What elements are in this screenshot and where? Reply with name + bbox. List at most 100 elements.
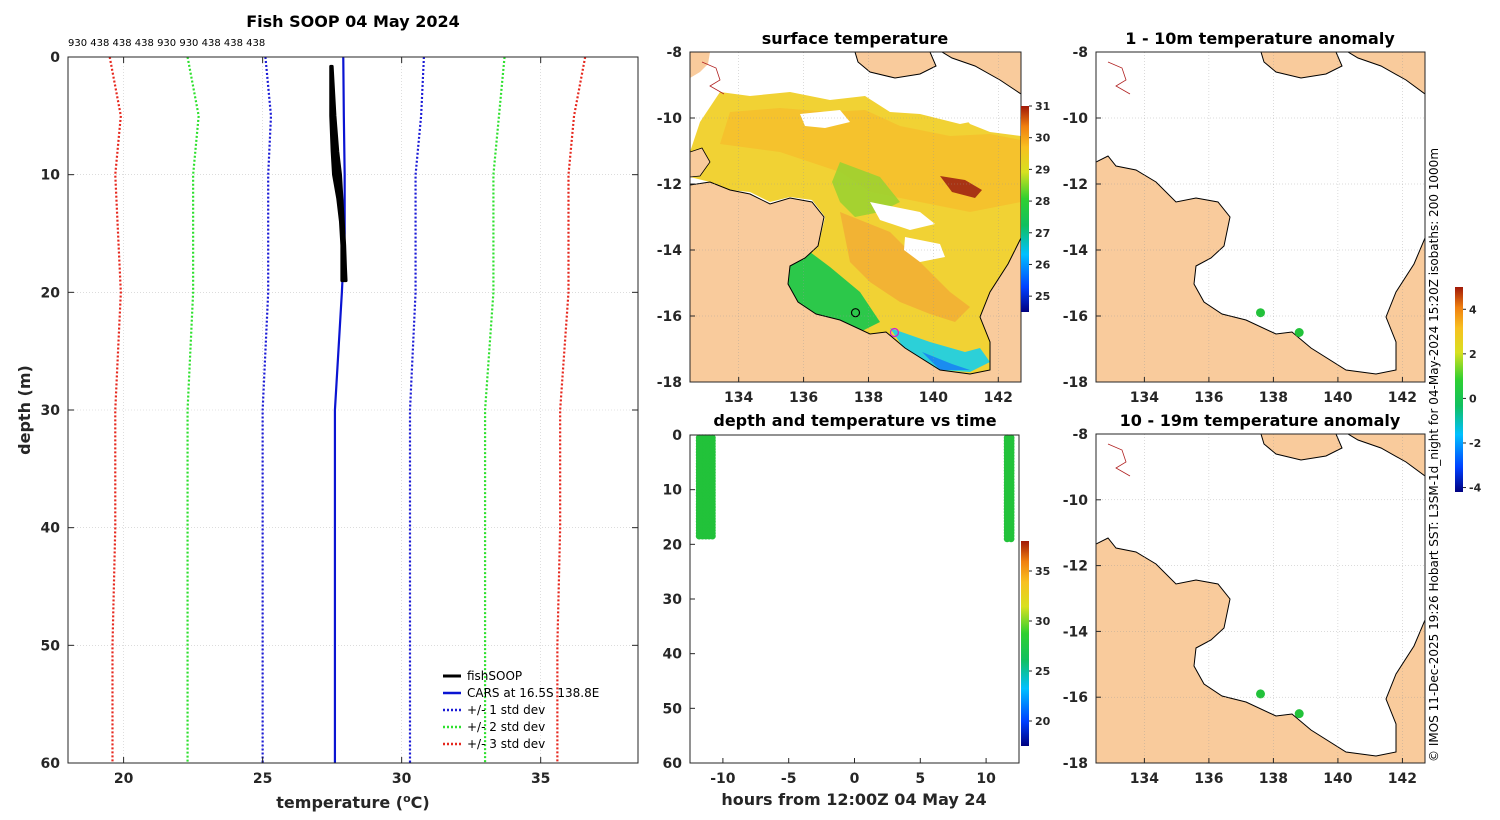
y-tick-label: -10 xyxy=(657,111,683,127)
anomaly-point xyxy=(1294,709,1304,719)
legend-std2: +/- 2 std dev xyxy=(467,720,545,734)
colorbar-tick-label: 30 xyxy=(1035,132,1051,145)
anom2-map-body xyxy=(1096,434,1425,763)
y-tick-label: -14 xyxy=(657,243,683,259)
x-tick-label: 138 xyxy=(1259,390,1288,406)
x-tick-label: 140 xyxy=(1323,771,1352,787)
y-tick-label: -12 xyxy=(657,177,682,193)
legend-std3: +/- 3 std dev xyxy=(467,737,545,751)
y-tick-label: -8 xyxy=(666,45,682,61)
y-tick-label: 10 xyxy=(41,168,61,184)
legend-std1: +/- 1 std dev xyxy=(467,703,545,717)
time-chart: depth and temperature vs time -10 -5 0 5 10 0… xyxy=(663,411,1051,809)
land-timor xyxy=(690,52,710,78)
sst-coastal-cyan xyxy=(890,328,990,372)
y-tick-label: -16 xyxy=(1063,309,1088,325)
x-tick-label: 0 xyxy=(850,771,860,787)
land-newguinea-east xyxy=(941,52,1021,95)
series-cars xyxy=(333,56,346,763)
sst-warm-core xyxy=(840,212,970,322)
x-tick-label: 138 xyxy=(854,390,883,406)
colorbar-tick-label: 20 xyxy=(1035,715,1051,728)
time-point xyxy=(708,532,716,540)
y-tick-label: -14 xyxy=(1063,243,1089,259)
profile-ticks: 20 25 30 35 0 10 20 30 40 50 60 xyxy=(41,50,638,787)
time-xlabel: hours from 12:00Z 04 May 24 xyxy=(721,790,986,809)
anom2-axes: 134 136 138 140 142 -8 -10 -12 -14 -16 -18 xyxy=(1063,427,1425,787)
colorbar-tick-label: -2 xyxy=(1469,437,1481,450)
colorbar-tick-label: 29 xyxy=(1035,163,1050,176)
y-tick-label: -10 xyxy=(1063,111,1089,127)
y-tick-label: 10 xyxy=(663,483,683,499)
x-tick-label: 136 xyxy=(789,390,818,406)
land-australia xyxy=(1096,155,1425,382)
isobath-line xyxy=(701,61,725,95)
sst-green-patch xyxy=(832,162,900,217)
x-tick-label: 30 xyxy=(392,771,412,787)
anomaly-point xyxy=(1256,308,1265,318)
x-tick-label: 134 xyxy=(1130,771,1159,787)
y-tick-label: -18 xyxy=(1063,756,1088,772)
time-point xyxy=(1007,535,1015,543)
x-tick-label: 136 xyxy=(1194,771,1223,787)
profile-grid xyxy=(68,56,638,764)
y-tick-label: -10 xyxy=(1063,493,1089,509)
cloud-gap xyxy=(870,202,935,230)
x-tick-label: 136 xyxy=(1194,390,1223,406)
anom2-title: 10 - 19m temperature anomaly xyxy=(1120,411,1401,430)
profile-title: Fish SOOP 04 May 2024 xyxy=(246,12,460,31)
cloud-gap xyxy=(960,110,1021,136)
anom-colorbar-ticks: -4 -2 0 2 4 xyxy=(1463,303,1482,495)
y-tick-label: -16 xyxy=(657,309,682,325)
credit-text: © IMOS 11-Dec-2025 19:26 Hobart SST: L3S… xyxy=(1427,148,1441,762)
anom1-axes-box xyxy=(1095,51,1426,383)
colorbar-tick-label: 4 xyxy=(1469,303,1477,316)
x-tick-label: 142 xyxy=(1388,390,1417,406)
x-tick-label: 134 xyxy=(1130,390,1159,406)
time-colorbar-ticks: 20 25 30 35 xyxy=(1029,565,1051,728)
colorbar-tick-label: -4 xyxy=(1469,482,1482,495)
profile-top-annotation: 930 438 438 438 930 930 438 438 438 xyxy=(68,38,265,49)
y-tick-label: -14 xyxy=(1063,624,1089,640)
x-tick-label: -5 xyxy=(781,771,797,787)
x-tick-label: 5 xyxy=(915,771,925,787)
land-arnhem xyxy=(690,147,711,178)
cloud-gap xyxy=(800,110,850,128)
x-tick-label: 35 xyxy=(531,771,550,787)
y-tick-label: -18 xyxy=(1063,375,1088,391)
x-tick-label: 140 xyxy=(1323,390,1352,406)
sst-warm-band xyxy=(720,108,1021,212)
legend-fishsoop: fishSOOP xyxy=(467,669,522,683)
x-tick-label: 142 xyxy=(1388,771,1417,787)
land-australia xyxy=(690,181,1021,382)
y-tick-label: 20 xyxy=(663,537,683,553)
colorbar-tick-label: 35 xyxy=(1035,565,1050,578)
sst-colorbar xyxy=(1021,106,1029,312)
sst-map: surface temperature xyxy=(657,29,1051,406)
time-colorbar xyxy=(1021,541,1029,746)
anomaly-point xyxy=(1256,689,1265,699)
profile-ylabel: depth (m) xyxy=(15,365,34,455)
x-tick-label: 142 xyxy=(984,390,1013,406)
profile-legend: fishSOOP CARS at 16.5S 138.8E +/- 1 std … xyxy=(443,669,599,751)
y-tick-label: -8 xyxy=(1072,427,1088,443)
colorbar-tick-label: 26 xyxy=(1035,258,1051,271)
series-std3_lo xyxy=(108,56,122,763)
cloud-gap xyxy=(904,237,945,262)
time-points xyxy=(695,434,1015,543)
y-tick-label: -12 xyxy=(1063,177,1088,193)
sst-markers xyxy=(850,308,900,338)
x-tick-label: 10 xyxy=(976,771,996,787)
colorbar-tick-label: 25 xyxy=(1035,665,1050,678)
x-tick-label: 20 xyxy=(114,771,134,787)
station-marker xyxy=(889,327,900,338)
series-std1_hi xyxy=(408,56,426,763)
anom2-map: 10 - 19m temperature anomaly 134 136 138 14… xyxy=(1063,411,1426,787)
anom1-title: 1 - 10m temperature anomaly xyxy=(1125,29,1395,48)
colorbar-tick-label: 28 xyxy=(1035,195,1050,208)
y-tick-label: 40 xyxy=(663,647,683,663)
land-australia xyxy=(1096,537,1425,763)
sst-coastal-blue xyxy=(922,352,970,370)
series-fishsoop xyxy=(329,64,348,283)
